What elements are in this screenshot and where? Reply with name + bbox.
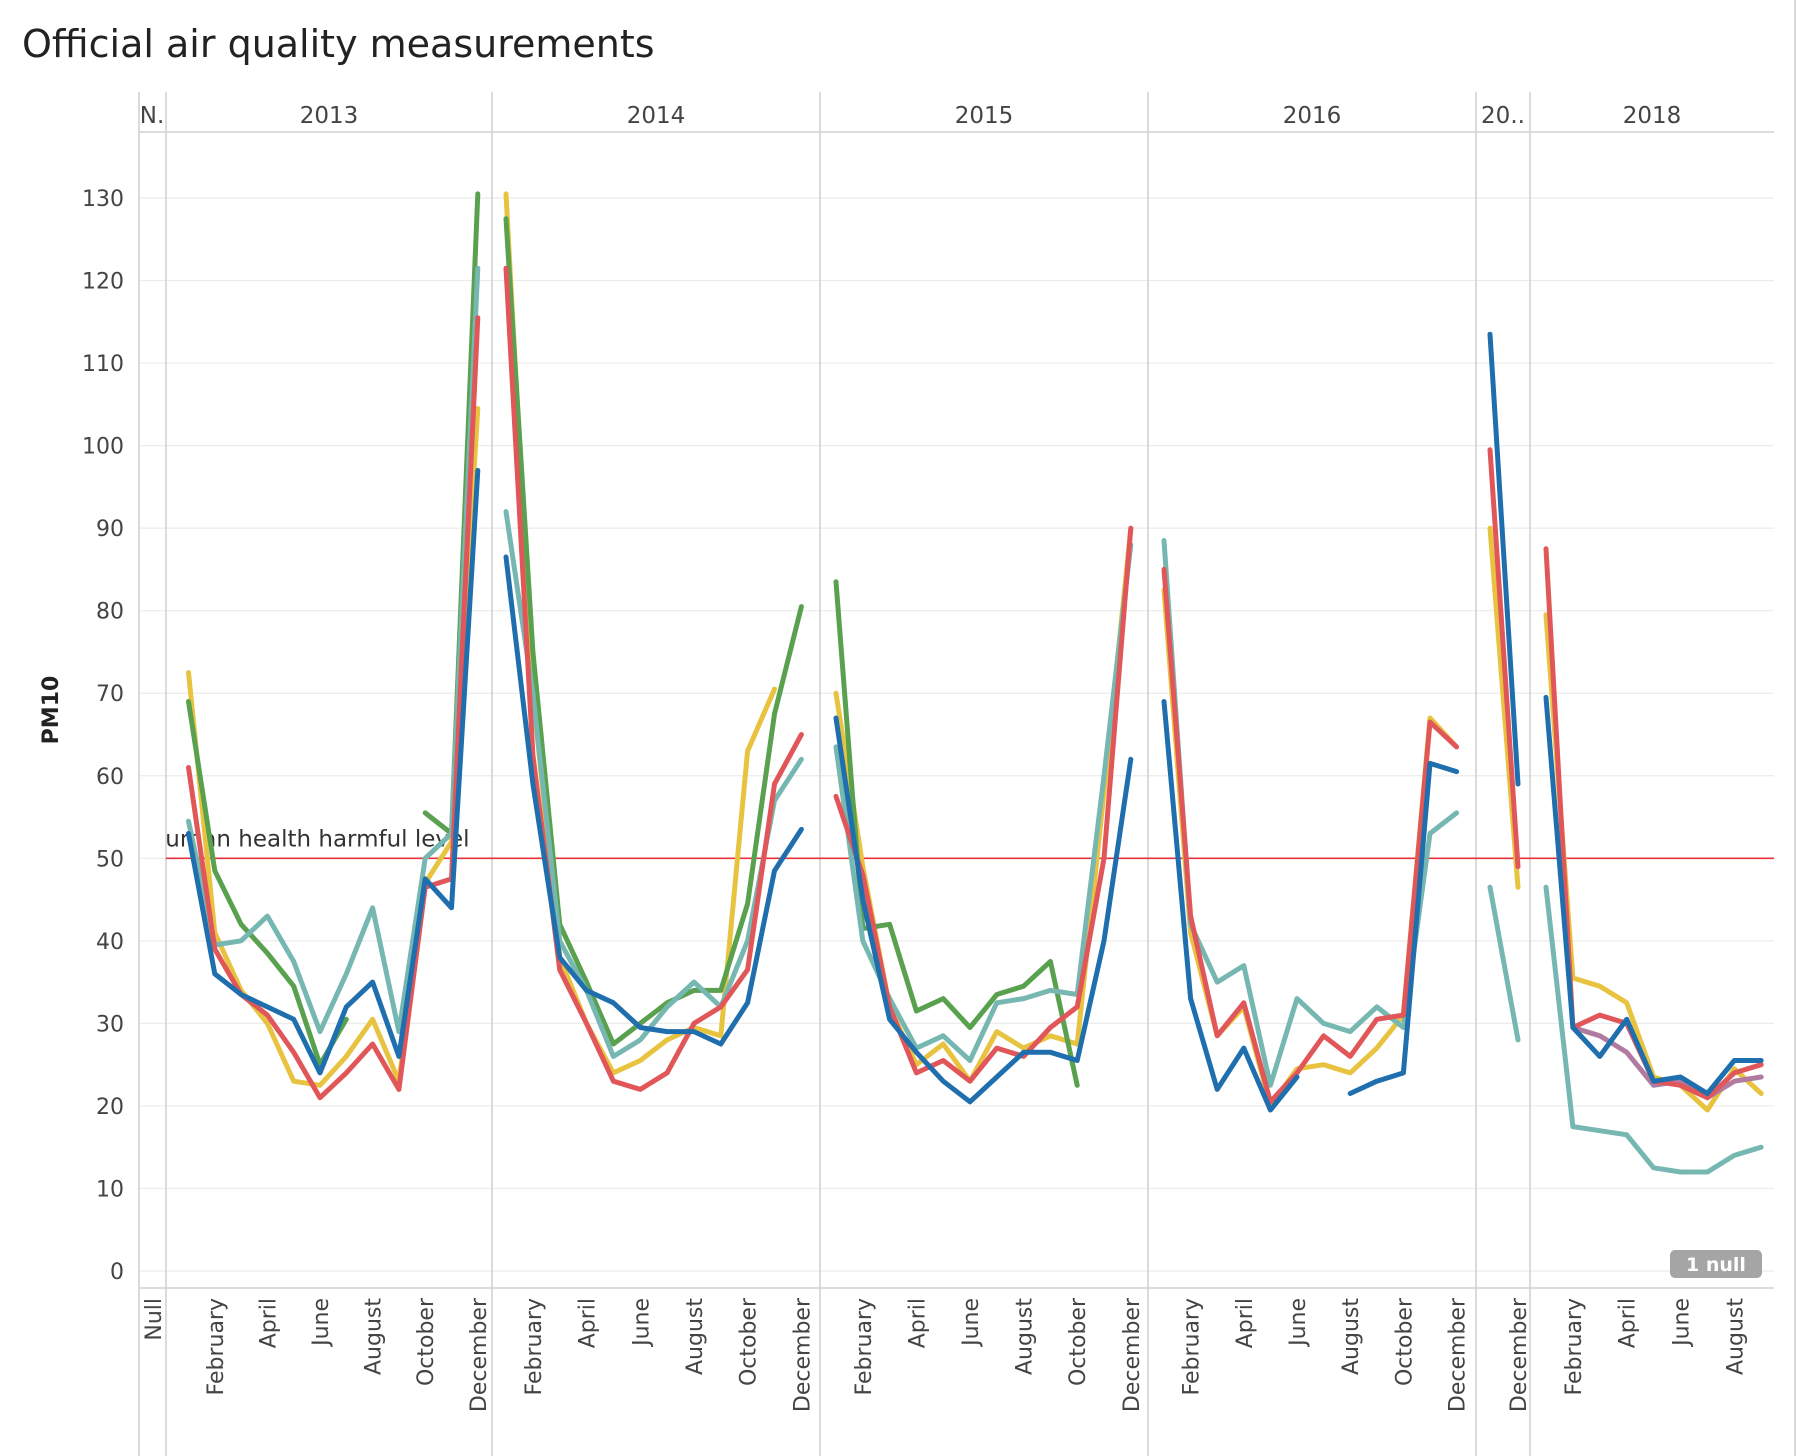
x-tick-label: June (959, 1298, 984, 1348)
x-tick-label: February (522, 1298, 547, 1396)
y-tick-label: 0 (110, 1260, 124, 1285)
series-line (833, 579, 1080, 1088)
x-tick-label: October (1066, 1297, 1091, 1386)
x-tick-label: August (1013, 1298, 1038, 1375)
series-0 (186, 191, 1764, 1113)
x-tick-label: December (790, 1297, 815, 1412)
x-tick-label: October (414, 1297, 439, 1386)
panel-header-label: 2014 (627, 103, 686, 129)
y-tick-label: 100 (82, 435, 124, 460)
x-tick-label: April (905, 1298, 930, 1348)
x-tick-label: October (1392, 1297, 1417, 1386)
y-tick-label: 80 (96, 600, 124, 625)
y-tick-label: 20 (96, 1095, 124, 1120)
series-1 (186, 191, 1080, 1088)
series-line (1487, 447, 1521, 870)
x-tick-label: February (1180, 1298, 1205, 1396)
x-tick-label: June (1286, 1298, 1311, 1348)
x-tick-label: December (1446, 1297, 1471, 1412)
null-badge[interactable]: 1 null (1670, 1250, 1762, 1278)
x-tick-label: April (1616, 1298, 1641, 1348)
panel-header-label: 2016 (1283, 103, 1342, 129)
x-tick-label: December (1507, 1297, 1532, 1412)
series-line (186, 467, 481, 1076)
series-line (503, 509, 804, 1059)
series-line (1543, 884, 1764, 1175)
reference-line-group: Human health harmful level (148, 826, 1774, 860)
x-tick-label: August (1723, 1298, 1748, 1375)
y-tick-label: 90 (96, 517, 124, 542)
x-tick-label: August (683, 1298, 708, 1375)
null-badge-label[interactable]: 1 null (1686, 1254, 1746, 1276)
x-tick-label: April (256, 1298, 281, 1348)
x-tick-label: April (1233, 1298, 1258, 1348)
panel-header-label: 20.. (1481, 103, 1525, 129)
y-tick-label: 10 (96, 1177, 124, 1202)
y-tick-label: 120 (82, 270, 124, 295)
x-tick-label: February (1562, 1298, 1587, 1396)
series-line (1543, 546, 1764, 1101)
x-tick-label: December (467, 1297, 492, 1412)
x-tick-label: June (1670, 1298, 1695, 1348)
y-axis: 0 10 20 30 40 50 60 70 80 90 100 110 120 130 (82, 187, 124, 1285)
x-tick-label: December (1120, 1297, 1145, 1412)
series-line (186, 406, 481, 1088)
reference-line-label: Human health harmful level (148, 826, 470, 852)
chart-title: Official air quality measurements (22, 22, 655, 66)
series-4 (186, 265, 1764, 1105)
series-line (1161, 587, 1460, 1109)
series-lines (186, 191, 1764, 1175)
panel-header-label: 2018 (1623, 103, 1682, 129)
series-line (1487, 884, 1521, 1043)
series-line (186, 699, 349, 1068)
y-tick-label: 40 (96, 930, 124, 955)
x-tick-label: Null (142, 1298, 167, 1341)
y-tick-label: 50 (96, 847, 124, 872)
series-line (186, 265, 481, 1035)
series-line (1161, 699, 1300, 1113)
y-tick-label: 130 (82, 187, 124, 212)
x-tick-label: October (737, 1297, 762, 1386)
series-line (1161, 566, 1460, 1105)
y-tick-label: 60 (96, 765, 124, 790)
panel-header-label: N. (140, 103, 165, 129)
panel-header-label: 2015 (955, 103, 1014, 129)
series-line (1347, 760, 1460, 1096)
y-tick-label: 70 (96, 682, 124, 707)
y-axis-title: PM10 (39, 676, 64, 745)
x-tick-label: June (309, 1298, 334, 1348)
x-tick-label: June (629, 1298, 654, 1348)
x-tick-label: August (362, 1298, 387, 1375)
gridlines (139, 197, 1774, 1272)
series-line (833, 525, 1134, 1084)
y-tick-label: 30 (96, 1012, 124, 1037)
x-axis: Null February April June August October Decemb… (139, 1287, 1774, 1412)
x-tick-label: August (1339, 1298, 1364, 1375)
series-line (503, 554, 804, 1047)
panel-headers: N. 2013 2014 2015 2016 20.. 2018 (138, 92, 1774, 1456)
x-tick-label: April (576, 1298, 601, 1348)
y-tick-label: 110 (82, 352, 124, 377)
series-line (186, 315, 481, 1101)
x-tick-label: February (204, 1298, 229, 1396)
series-5 (186, 331, 1764, 1113)
series-line (833, 715, 1134, 1105)
panel-header-label: 2013 (300, 103, 359, 129)
series-line (1487, 331, 1521, 787)
series-2 (186, 265, 1764, 1175)
x-tick-label: February (852, 1298, 877, 1396)
series-line (1543, 694, 1764, 1096)
